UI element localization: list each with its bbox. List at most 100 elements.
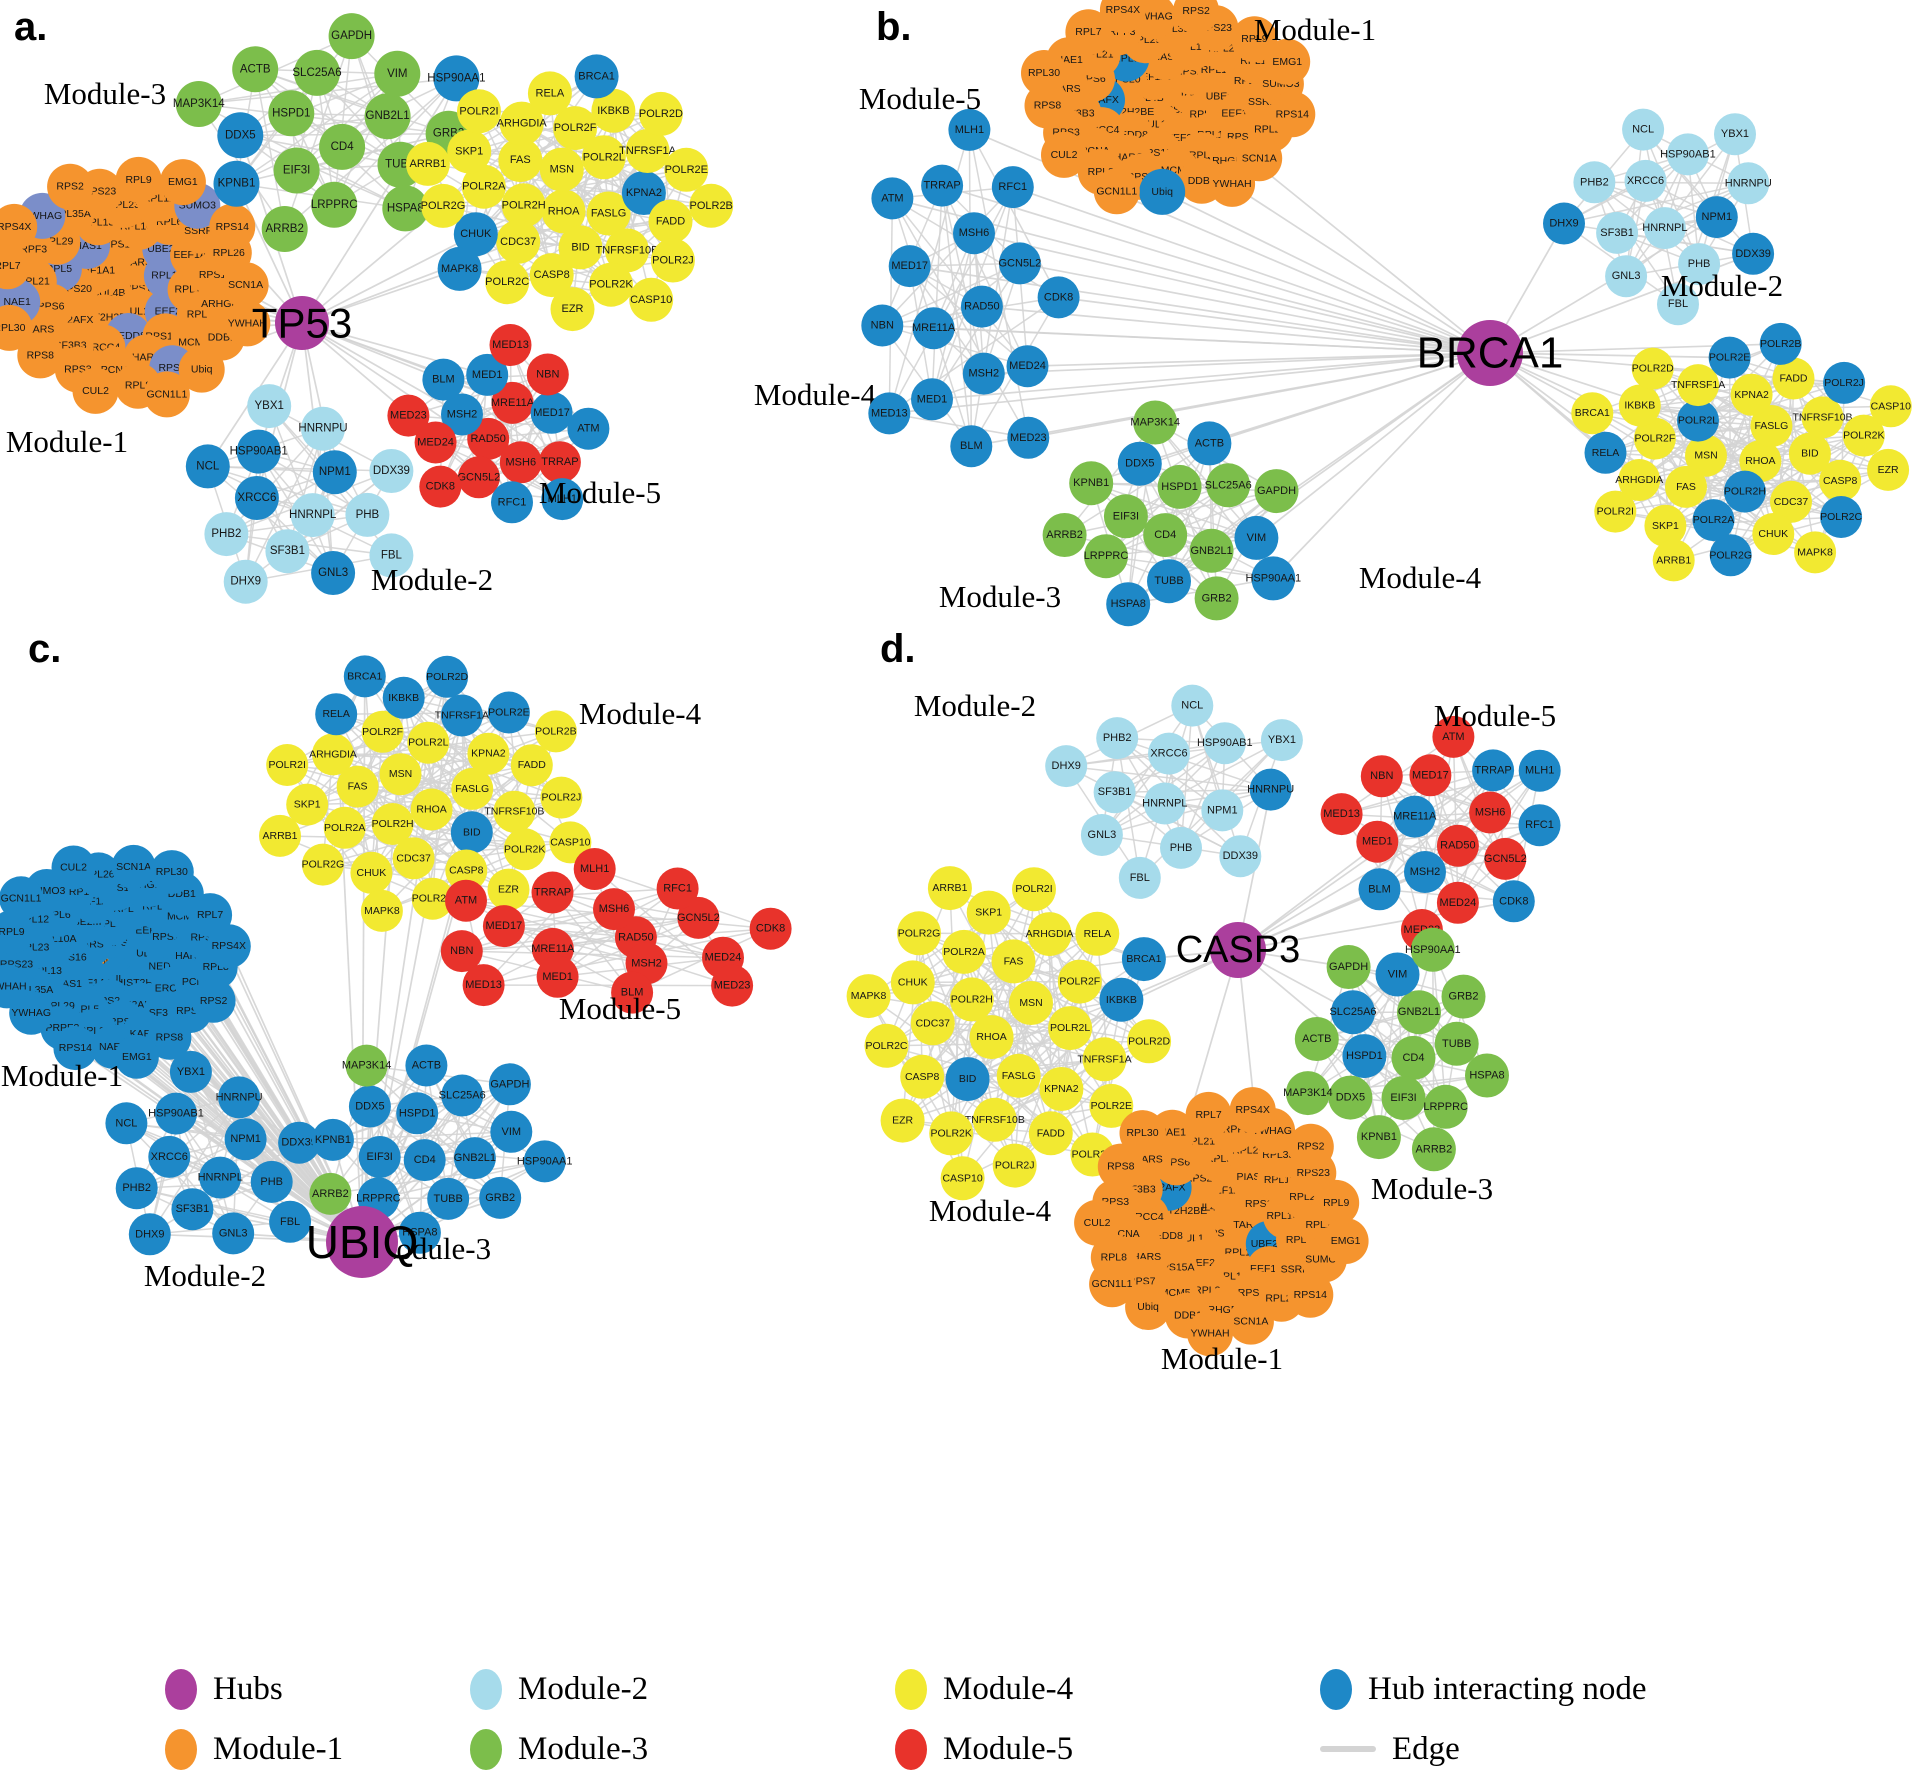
gene-node [72,367,119,414]
gene-node [453,212,498,257]
gene-node [247,384,292,429]
gene-node-label: POLR2G [421,200,466,212]
gene-node [311,551,356,595]
gene-node-label: EZR [892,1115,913,1127]
gene-node-label: KPNA2 [1734,389,1769,401]
gene-node [1842,414,1885,457]
gene-node [996,1053,1041,1098]
gene-node-label: MSH2 [969,368,1000,380]
gene-node-label: RPS8 [1107,1161,1135,1173]
gene-node-label: LRPPRC [311,199,358,211]
gene-node-label: HNRNPU [216,1091,263,1103]
gene-node [567,407,610,450]
gene-node-label: RPS2 [1182,5,1210,17]
edge [1594,181,1749,185]
module-label: Module-2 [144,1258,266,1293]
gene-node [969,1015,1014,1060]
gene-node [175,81,222,127]
gene-node-label: CASP10 [550,836,590,848]
gene-node-label: RELA [322,708,349,720]
gene-node-label: POLR2L [583,151,625,163]
gene-node-label: FAS [510,154,531,166]
gene-node-label: FBL [381,549,403,561]
gene-node [199,1156,242,1199]
gene-node-label: POLR2B [535,725,576,737]
gene-node-label: GCN1L1 [1,892,42,904]
gene-node-label: MAPK8 [1797,546,1833,558]
gene-node-label: CDC37 [396,852,431,864]
gene-node [1867,448,1910,491]
gene-node [360,889,403,932]
gene-node [361,710,404,753]
edge [483,868,596,986]
gene-node-label: ARRB1 [262,830,297,842]
gene-node-label: FADD [518,759,546,771]
hub-edge [889,352,1491,415]
gene-node-label: XRCC6 [237,492,276,504]
edge [1381,775,1506,860]
gene-node [426,655,469,698]
gene-node [558,225,603,270]
gene-node [1117,441,1162,486]
gene-node [422,358,465,401]
gene-node [911,378,953,421]
gene-node-label: GCN1L1 [1096,185,1137,197]
gene-node [1605,255,1648,298]
gene-node-label: MED1 [542,971,573,983]
edge [1101,788,1271,836]
gene-node-label: POLR2J [995,1160,1035,1172]
module-label: Module-4 [754,377,877,412]
gene-node-label: GNB2L1 [366,110,410,122]
gene-node [1219,835,1262,878]
gene-node [111,844,156,889]
gene-node-label: HSPD1 [1161,481,1198,493]
gene-node [890,960,935,1005]
gene-node-label: MED17 [533,407,570,419]
gene-node-label: PHB [1170,842,1193,854]
gene-node-label: MRE11A [531,943,575,955]
gene-node [1157,464,1202,509]
gene-node-label: POLR2F [1634,433,1675,445]
gene-node [749,907,792,950]
gene-node [1187,1310,1233,1357]
gene-node [236,429,281,474]
gene-node [450,811,493,854]
gene-node [451,767,494,810]
gene-node-label: SF3B1 [1600,227,1634,239]
edge [1625,182,1749,277]
edge [408,373,549,417]
edge [1168,443,1211,582]
hub-edge [941,184,1491,354]
module-label: Module-4 [929,1193,1052,1228]
edge [442,378,561,463]
gene-node-label: MSH6 [1475,807,1506,819]
gene-node [1285,1071,1330,1116]
gene-node-label: MSN [389,768,412,780]
gene-node [1313,1179,1360,1226]
gene-node-label: RPS4X [212,940,246,952]
gene-node-label: HSP90AA1 [1245,572,1301,584]
gene-node [1465,1053,1509,1098]
gene-node-label: POLR2I [1015,883,1052,895]
gene-node [1021,50,1067,96]
edge [932,1022,1052,1134]
gene-node [1772,357,1815,400]
gene-node-label: MED23 [714,980,751,992]
gene-node [115,1167,158,1210]
edge [254,68,335,206]
gene-node-label: RPL7 [1195,1109,1221,1121]
edge [931,185,943,400]
gene-node-label: HNRNPL [1142,798,1187,810]
gene-node [1328,1075,1373,1120]
gene-node [1133,400,1178,445]
gene-node [222,262,269,309]
gene-node-label: MED24 [417,437,454,449]
gene-node-label: NBN [450,945,473,957]
gene-node [1685,434,1727,477]
gene-node [962,352,1005,395]
gene-node-label: HSP90AB1 [148,1108,204,1120]
gene-node-label: BID [463,826,481,838]
gene-node-label: MLH1 [580,863,609,875]
gene-node-label: CHUK [357,867,387,879]
